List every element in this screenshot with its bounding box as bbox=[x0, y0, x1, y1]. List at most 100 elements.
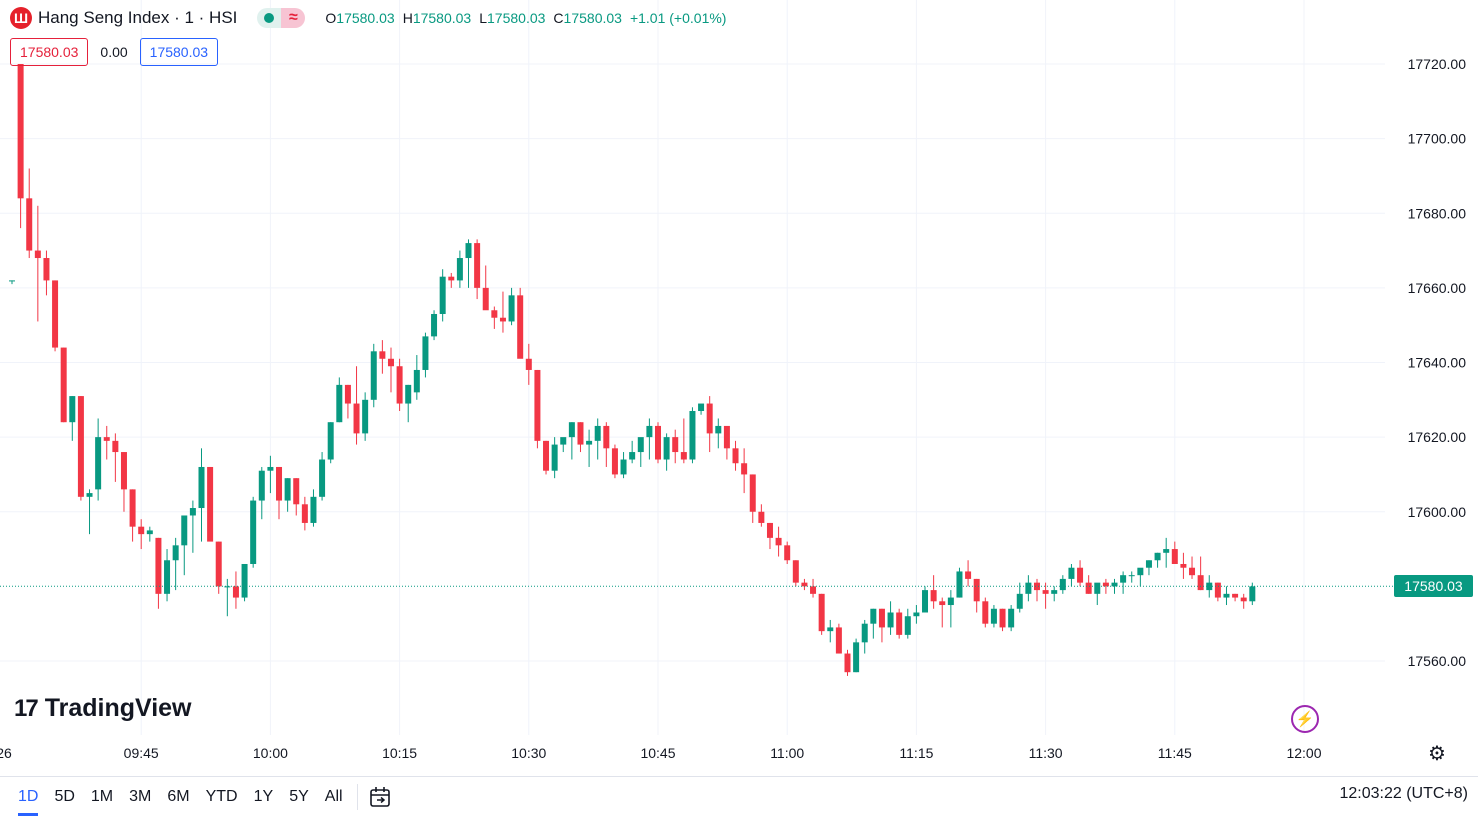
candle-down bbox=[353, 403, 360, 434]
candle-down bbox=[396, 366, 403, 404]
range-1d[interactable]: 1D bbox=[10, 784, 46, 816]
candle-down bbox=[1214, 582, 1221, 598]
candle-up bbox=[456, 258, 463, 281]
tradingview-logo[interactable]: 17 TradingView bbox=[14, 694, 192, 723]
candle-down bbox=[138, 526, 145, 535]
candle-up bbox=[310, 496, 317, 523]
candle-up bbox=[870, 608, 877, 624]
candle-up bbox=[1163, 549, 1170, 553]
bottom-toolbar: 1D 5D 1M 3M 6M YTD 1Y 5Y All 12:03:22 (UTC+8) bbox=[0, 776, 1478, 820]
range-6m[interactable]: 6M bbox=[167, 788, 190, 805]
candle-up bbox=[146, 530, 153, 535]
range-5y[interactable]: 5Y bbox=[289, 788, 309, 805]
candle-up bbox=[413, 369, 420, 393]
low-value: 17580.03 bbox=[487, 10, 546, 26]
candle-down bbox=[344, 384, 351, 404]
candle-up bbox=[319, 459, 326, 497]
current-price-label: 17580.03 bbox=[1394, 575, 1473, 597]
candle-up bbox=[258, 470, 265, 501]
candle-down bbox=[1077, 567, 1084, 583]
candle-down bbox=[930, 590, 937, 602]
x-tick-label: 10:45 bbox=[640, 745, 675, 761]
candle-up bbox=[224, 586, 231, 588]
candle-down bbox=[741, 463, 748, 475]
range-selector: 1D 5D 1M 3M 6M YTD 1Y 5Y All bbox=[10, 784, 392, 816]
calendar-goto-icon[interactable] bbox=[368, 785, 392, 809]
candle-up bbox=[1051, 590, 1058, 594]
candle-down bbox=[534, 369, 541, 441]
x-tick-label: 26 bbox=[0, 745, 12, 761]
y-tick-label: 17700.00 bbox=[1408, 131, 1467, 147]
candle-up bbox=[620, 459, 627, 475]
candle-down bbox=[60, 347, 67, 423]
range-3m[interactable]: 3M bbox=[129, 788, 152, 805]
candle-up bbox=[69, 396, 76, 423]
candle-down bbox=[939, 601, 946, 606]
y-tick-label: 17720.00 bbox=[1408, 56, 1467, 72]
candle-down bbox=[680, 452, 687, 460]
x-tick-label: 10:15 bbox=[382, 745, 417, 761]
candle-down bbox=[491, 310, 498, 318]
candle-down bbox=[1102, 582, 1109, 587]
candle-up bbox=[594, 425, 601, 441]
candle-down bbox=[26, 198, 33, 251]
candle-down bbox=[1171, 549, 1178, 564]
close-value: 17580.03 bbox=[563, 10, 622, 26]
buy-button[interactable]: 17580.03 bbox=[139, 38, 219, 66]
candle-up bbox=[1223, 593, 1230, 598]
candle-up bbox=[422, 336, 429, 370]
candle-down bbox=[112, 440, 119, 453]
candle-up bbox=[1016, 593, 1023, 609]
candle-up bbox=[431, 313, 438, 337]
candle-down bbox=[276, 466, 283, 501]
x-tick-label: 10:30 bbox=[511, 745, 546, 761]
candle-down bbox=[517, 295, 524, 359]
candle-down bbox=[543, 440, 550, 471]
candle-up bbox=[284, 478, 291, 501]
candle-down bbox=[1042, 590, 1049, 594]
low-label: L bbox=[479, 10, 488, 26]
symbol-title[interactable]: Hang Seng Index · 1 · HSI bbox=[38, 8, 238, 27]
candle-down bbox=[655, 425, 661, 460]
candle-up bbox=[1154, 552, 1161, 561]
candle-down bbox=[818, 593, 825, 632]
candle-down bbox=[784, 545, 791, 561]
candle-down bbox=[207, 466, 214, 542]
settings-gear-icon[interactable]: ⚙ bbox=[1428, 742, 1446, 765]
candle-down bbox=[672, 437, 679, 453]
y-tick-label: 17660.00 bbox=[1408, 280, 1467, 296]
range-all[interactable]: All bbox=[324, 788, 343, 805]
market-status[interactable]: ≈ bbox=[257, 8, 306, 28]
candle-down bbox=[1180, 563, 1187, 568]
candle-up bbox=[629, 452, 636, 460]
candle-down bbox=[801, 582, 808, 587]
candle-up bbox=[336, 384, 343, 423]
change-value: +1.01 (+0.01%) bbox=[629, 10, 727, 26]
candle-up bbox=[689, 411, 696, 460]
candle-down bbox=[155, 537, 162, 594]
candle-up bbox=[1111, 582, 1118, 587]
clock-timezone[interactable]: 12:03:22 (UTC+8) bbox=[1339, 785, 1468, 802]
tradingview-mark-icon: 17 bbox=[14, 694, 39, 722]
candle-up bbox=[922, 590, 929, 613]
candle-down bbox=[611, 448, 618, 475]
candle-down bbox=[103, 437, 110, 441]
range-1y[interactable]: 1Y bbox=[253, 788, 274, 805]
candle-down bbox=[301, 504, 308, 523]
x-tick-label: 11:45 bbox=[1158, 745, 1192, 761]
candle-up bbox=[327, 422, 334, 460]
candle-down bbox=[120, 452, 127, 490]
candle-down bbox=[603, 425, 610, 449]
candle-up bbox=[956, 571, 963, 598]
range-1m[interactable]: 1M bbox=[90, 788, 114, 805]
sell-button[interactable]: 17580.03 bbox=[10, 38, 89, 66]
range-ytd[interactable]: YTD bbox=[205, 788, 238, 805]
candle-up bbox=[698, 403, 705, 412]
candle-up bbox=[1068, 567, 1075, 579]
range-5d[interactable]: 5D bbox=[54, 788, 75, 805]
spread-value: 0.00 bbox=[100, 44, 128, 60]
candle-down bbox=[723, 425, 730, 449]
candle-up bbox=[1128, 575, 1135, 577]
lightning-icon[interactable]: ⚡ bbox=[1291, 705, 1319, 733]
